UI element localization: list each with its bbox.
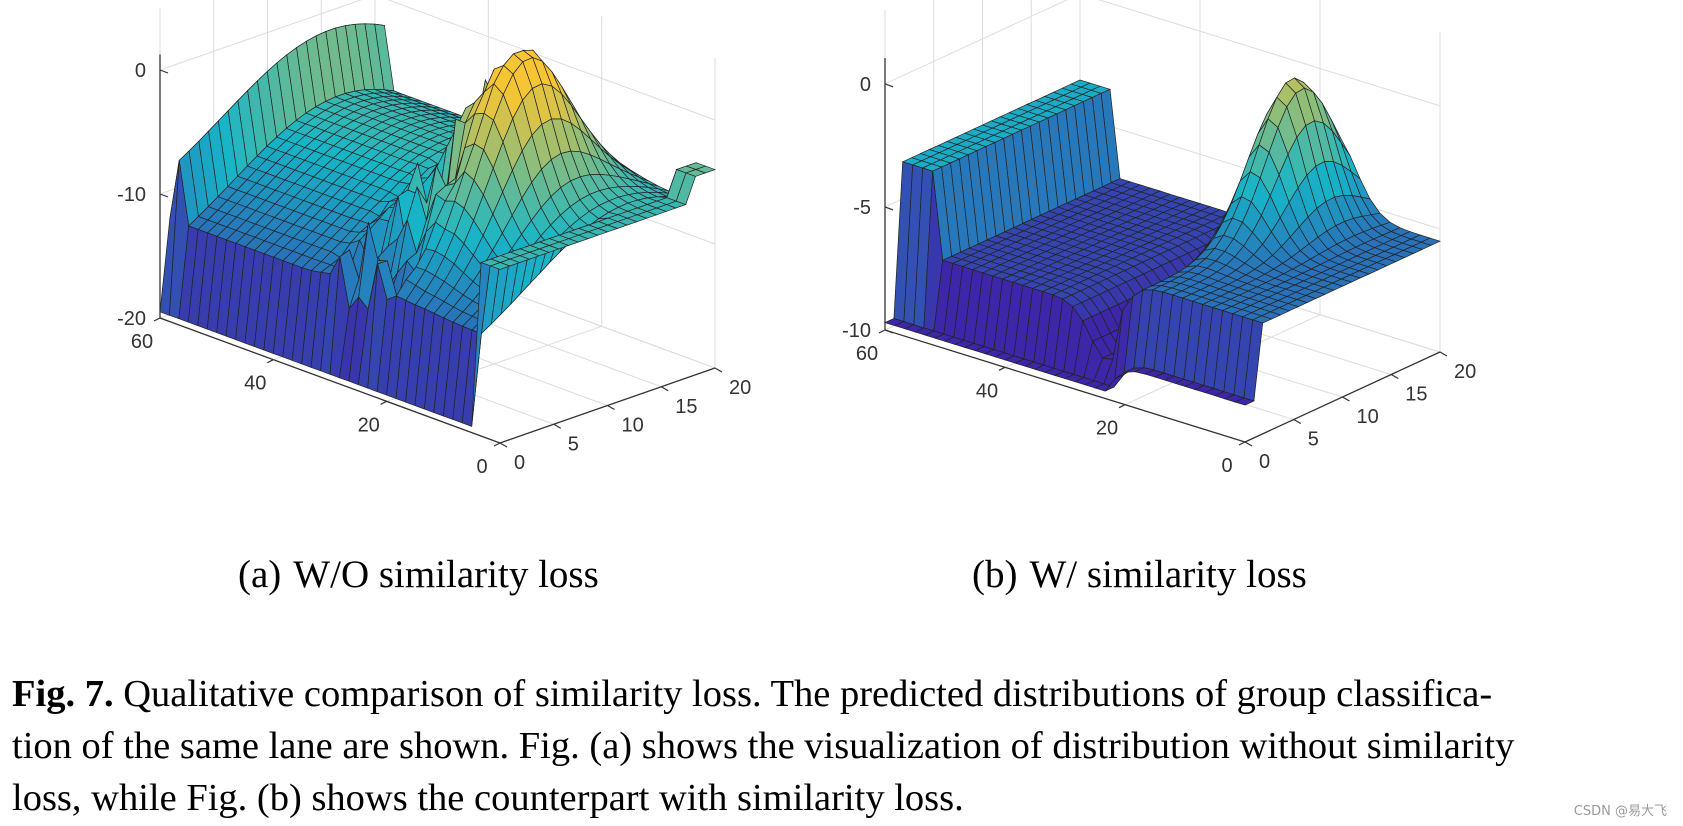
y-tick-mark xyxy=(1244,441,1253,447)
y-tick-mark xyxy=(1293,418,1302,425)
x-tick-mark xyxy=(1238,441,1246,446)
z-tick-label: -10 xyxy=(842,320,871,342)
watermark: CSDN @易大飞 xyxy=(1573,804,1667,819)
y-tick-label: 5 xyxy=(1308,429,1319,451)
x-tick-label: 60 xyxy=(856,343,878,365)
z-tick-mark xyxy=(884,329,894,334)
x-axis-line xyxy=(159,317,501,444)
z-tick-label: 0 xyxy=(860,74,871,96)
y-tick-label: 0 xyxy=(1259,451,1270,473)
z-tick-label: -5 xyxy=(853,197,871,219)
y-tick-mark xyxy=(499,442,508,448)
x-tick-label: 0 xyxy=(476,456,487,478)
z-tick-mark xyxy=(159,69,169,74)
y-tick-label: 15 xyxy=(675,396,697,418)
tick-labels: 60 40 20 0 0 5 10 15 20 0 -5 -10 xyxy=(842,74,1476,477)
y-tick-label: 15 xyxy=(1405,384,1427,406)
surface-mesh xyxy=(159,23,717,427)
y-tick-mark xyxy=(1342,396,1350,402)
y-tick-mark xyxy=(660,386,669,392)
subcaption-b-label: W/ similarity loss xyxy=(1029,553,1307,596)
z-tick-mark xyxy=(884,83,894,88)
y-tick-mark xyxy=(1390,373,1399,380)
y-tick-mark xyxy=(1439,351,1448,357)
grid-line xyxy=(159,0,363,71)
x-axis-line xyxy=(884,329,1246,443)
x-tick-mark xyxy=(380,400,387,405)
y-tick-label: 20 xyxy=(729,377,751,399)
subcaption-a: (a) W/O similarity loss xyxy=(238,552,599,597)
grid-line xyxy=(1098,0,1441,107)
caption-text-1: Qualitative comparison of similarity los… xyxy=(123,673,1493,715)
z-tick-label: -20 xyxy=(117,308,146,330)
caption-line-3: loss, while Fig. (b) shows the counterpa… xyxy=(12,777,964,819)
x-tick-label: 40 xyxy=(244,373,266,395)
x-tick-label: 0 xyxy=(1221,455,1232,477)
subcaption-b: (b) W/ similarity loss xyxy=(972,552,1307,597)
surface-plot-a: 60 40 20 0 0 5 10 15 20 0 -10 -20 xyxy=(117,0,751,478)
surface-face xyxy=(1234,397,1255,406)
x-tick-label: 60 xyxy=(131,331,153,353)
grid-line xyxy=(387,0,716,121)
surface-face xyxy=(489,262,511,270)
y-tick-label: 10 xyxy=(622,415,644,437)
y-tick-label: 10 xyxy=(1357,406,1379,428)
y-tick-label: 5 xyxy=(568,433,579,455)
z-tick-mark xyxy=(159,193,169,198)
z-tick-label: -10 xyxy=(117,184,146,206)
y-tick-mark xyxy=(607,404,615,411)
subfigure-a-plot: 60 40 20 0 0 5 10 15 20 0 -10 -20 xyxy=(0,0,840,520)
surface-mesh xyxy=(884,77,1441,406)
y-tick-label: 20 xyxy=(1454,361,1476,383)
grid-line xyxy=(884,0,1068,85)
x-tick-mark xyxy=(1118,404,1126,409)
x-tick-label: 20 xyxy=(1096,418,1118,440)
z-tick-mark xyxy=(884,206,894,211)
x-tick-label: 40 xyxy=(976,380,998,402)
figure-caption: Fig. 7. Qualitative comparison of simila… xyxy=(12,668,1677,824)
z-tick-mark xyxy=(159,317,169,322)
caption-line-2: tion of the same lane are shown. Fig. (a… xyxy=(12,725,1515,767)
x-tick-mark xyxy=(998,366,1006,371)
x-tick-mark xyxy=(153,317,161,322)
x-tick-mark xyxy=(267,359,274,364)
x-tick-label: 20 xyxy=(358,414,380,436)
subfigure-b-plot: 60 40 20 0 0 5 10 15 20 0 -5 -10 xyxy=(735,0,1575,520)
subcaption-b-tag: (b) xyxy=(972,553,1018,596)
subcaption-a-tag: (a) xyxy=(238,553,282,596)
y-tick-mark xyxy=(553,423,562,429)
z-tick-label: 0 xyxy=(135,60,146,82)
x-tick-mark xyxy=(878,329,886,334)
tick-labels: 60 40 20 0 0 5 10 15 20 0 -10 -20 xyxy=(117,60,751,478)
y-tick-mark xyxy=(714,367,723,373)
surface-plot-b: 60 40 20 0 0 5 10 15 20 0 -5 -10 xyxy=(842,0,1476,477)
caption-fig-label: Fig. 7. xyxy=(12,673,114,715)
x-tick-mark xyxy=(493,442,501,447)
subcaption-a-label: W/O similarity loss xyxy=(293,553,599,596)
caption-line-1: Fig. 7. Qualitative comparison of simila… xyxy=(12,668,1677,720)
y-tick-label: 0 xyxy=(514,452,525,474)
